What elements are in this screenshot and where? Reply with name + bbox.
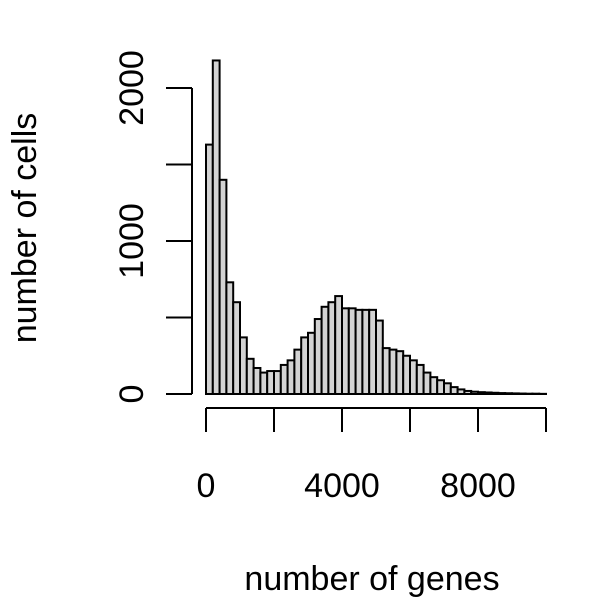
histogram-bar: [320, 305, 330, 396]
histogram-bar: [361, 308, 371, 396]
histogram-bar: [483, 391, 493, 396]
histogram-bar: [225, 281, 235, 395]
histogram-bar: [443, 382, 452, 396]
y-axis-ticks: 0 1000 2000: [113, 50, 192, 403]
histogram-bar: [286, 359, 296, 395]
histogram-bar: [232, 301, 241, 396]
histogram-bar: [381, 347, 391, 396]
histogram-bar: [307, 331, 316, 395]
histogram-bar: [313, 318, 323, 395]
x-axis-title: number of genes: [244, 560, 499, 598]
x-axis-ticks: 0 4000 8000: [197, 408, 547, 505]
histogram-bar: [239, 336, 248, 396]
histogram-bar: [511, 392, 520, 396]
histogram-bar: [463, 389, 473, 396]
histogram-bar: [273, 370, 282, 395]
histogram-bar: [341, 307, 350, 396]
histogram-bar: [415, 363, 425, 395]
histogram-bar: [293, 348, 303, 396]
histogram-bar: [449, 386, 459, 395]
histogram-bar: [347, 307, 357, 396]
histogram-bar: [266, 370, 276, 395]
x-tick-label: 4000: [304, 467, 380, 505]
histogram-bar: [300, 336, 310, 396]
histogram-bar: [211, 59, 221, 396]
y-tick-label: 0: [113, 385, 151, 404]
histogram-bar: [205, 143, 214, 395]
histogram-bars: [205, 59, 548, 396]
histogram-bar: [409, 359, 418, 395]
histogram-bar: [279, 363, 289, 395]
histogram-bar: [218, 178, 228, 395]
histogram-bar: [497, 392, 507, 396]
x-tick-label: 8000: [440, 467, 516, 505]
histogram-bar: [252, 366, 262, 395]
histogram-bar: [388, 348, 398, 396]
x-tick-label: 0: [197, 467, 216, 505]
y-tick-label: 1000: [113, 203, 151, 279]
histogram-bar: [368, 308, 378, 396]
histogram-bar: [456, 388, 466, 396]
histogram-bar: [490, 391, 500, 396]
histogram-bar: [327, 301, 337, 396]
histogram-bar: [429, 376, 439, 396]
y-axis-title: number of cells: [6, 113, 44, 344]
histogram-bar: [477, 391, 486, 396]
histogram-bar: [245, 357, 255, 395]
histogram-bar: [259, 371, 269, 395]
histogram-bar: [395, 350, 405, 396]
histogram-bar: [436, 379, 446, 396]
histogram-bar: [354, 308, 364, 396]
histogram-bar: [334, 295, 344, 395]
histogram-bar: [375, 319, 384, 395]
histogram-bar: [470, 390, 480, 395]
histogram-bar: [422, 371, 432, 395]
histogram-bar: [402, 354, 412, 395]
y-tick-label: 2000: [113, 50, 151, 126]
histogram-bar: [504, 392, 514, 395]
